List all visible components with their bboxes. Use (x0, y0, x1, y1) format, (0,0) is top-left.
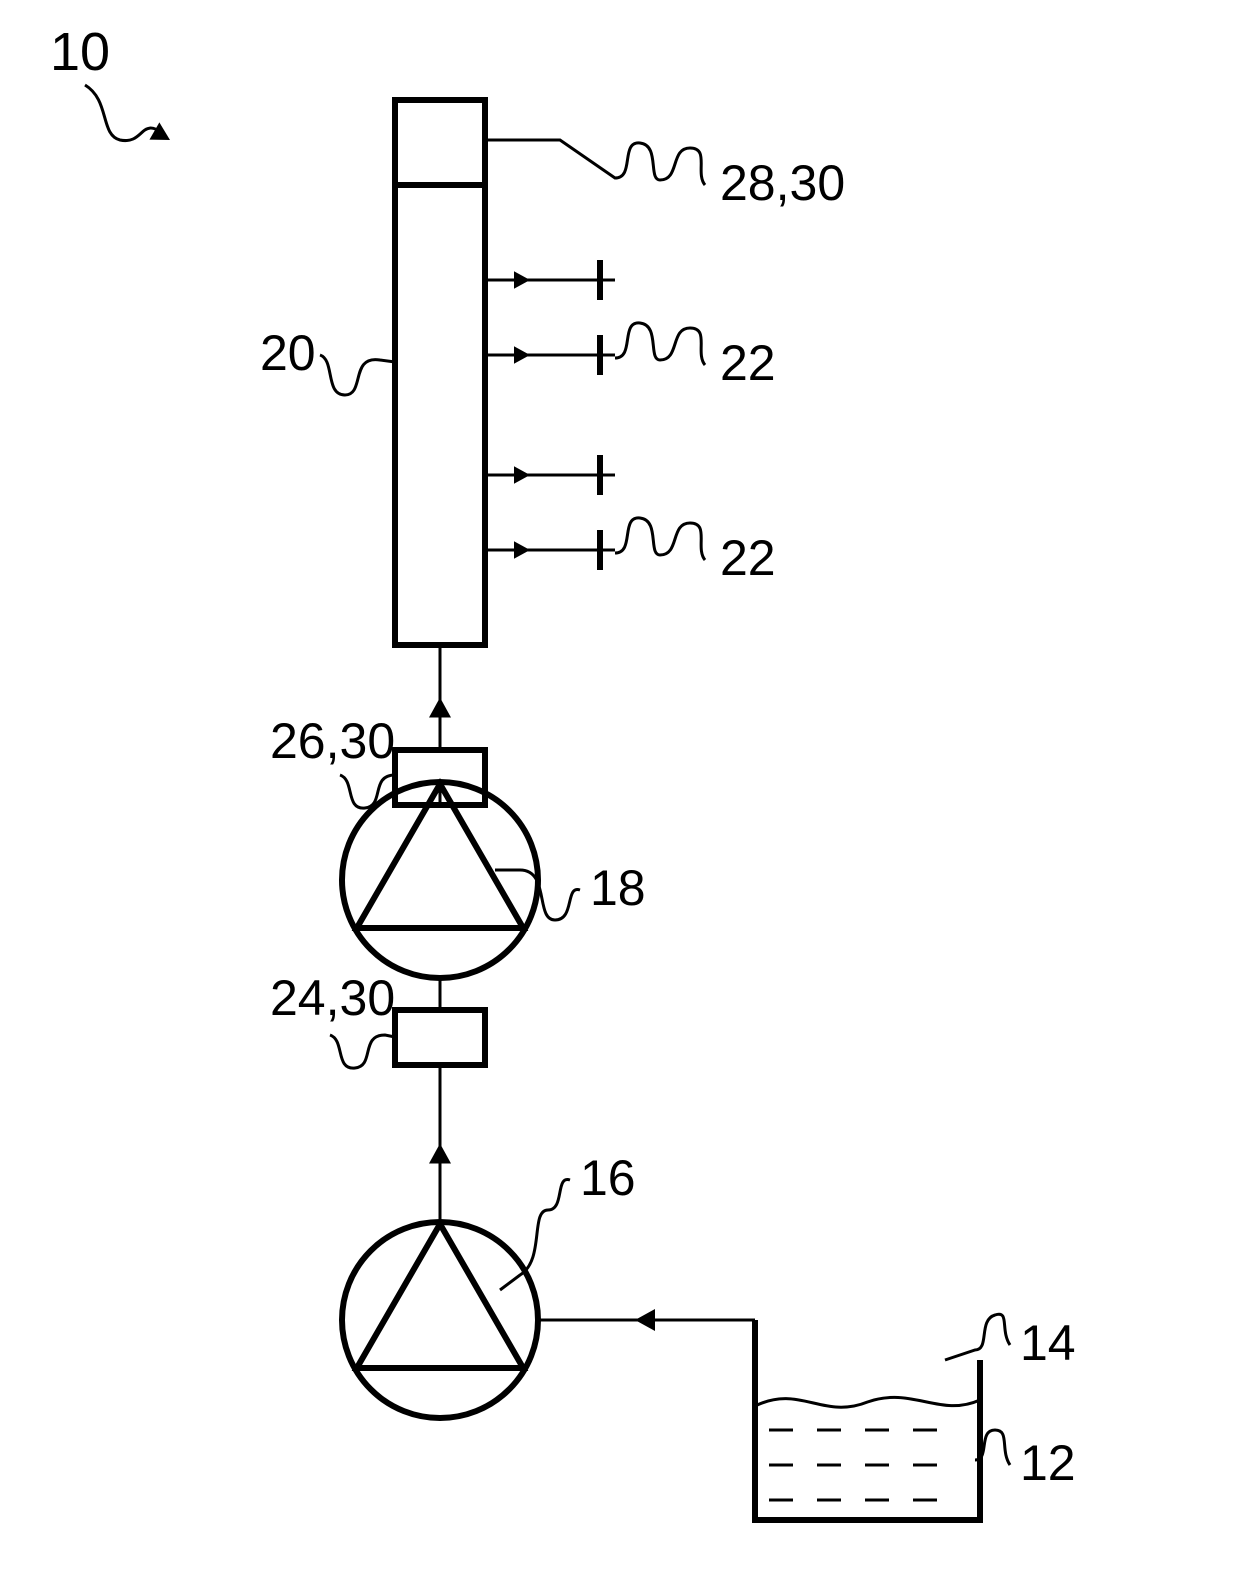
rail-20 (395, 185, 485, 645)
leader-rail (320, 355, 395, 395)
label-inj_a: 22 (720, 530, 776, 586)
label-pump2: 18 (590, 860, 646, 916)
pump-18 (342, 782, 538, 978)
label-box_c: 28,30 (720, 155, 845, 211)
leader-inj_a (615, 518, 705, 560)
leader-system (85, 85, 165, 141)
label-fluid: 14 (1020, 1315, 1076, 1371)
box-24 (395, 1010, 485, 1065)
injector-branch (485, 260, 615, 300)
injector-branch (485, 455, 615, 495)
label-inj_b: 22 (720, 335, 776, 391)
label-box_b: 26,30 (270, 713, 395, 769)
box-28 (395, 100, 485, 185)
label-box_a: 24,30 (270, 970, 395, 1026)
label-rail: 20 (260, 325, 316, 381)
label-system: 10 (50, 22, 110, 82)
pump-16 (342, 1222, 538, 1418)
label-pump1: 16 (580, 1150, 636, 1206)
leader-inj_b (615, 323, 705, 365)
injector-branch (485, 335, 615, 375)
tank (755, 1360, 980, 1520)
injector-branch (485, 530, 615, 570)
leader-box_b (340, 775, 395, 808)
leader-box_c (485, 140, 705, 185)
leader-box_a (330, 1035, 395, 1068)
leader-pump1 (500, 1180, 570, 1290)
label-tank: 12 (1020, 1435, 1076, 1491)
leader-fluid (945, 1314, 1010, 1360)
